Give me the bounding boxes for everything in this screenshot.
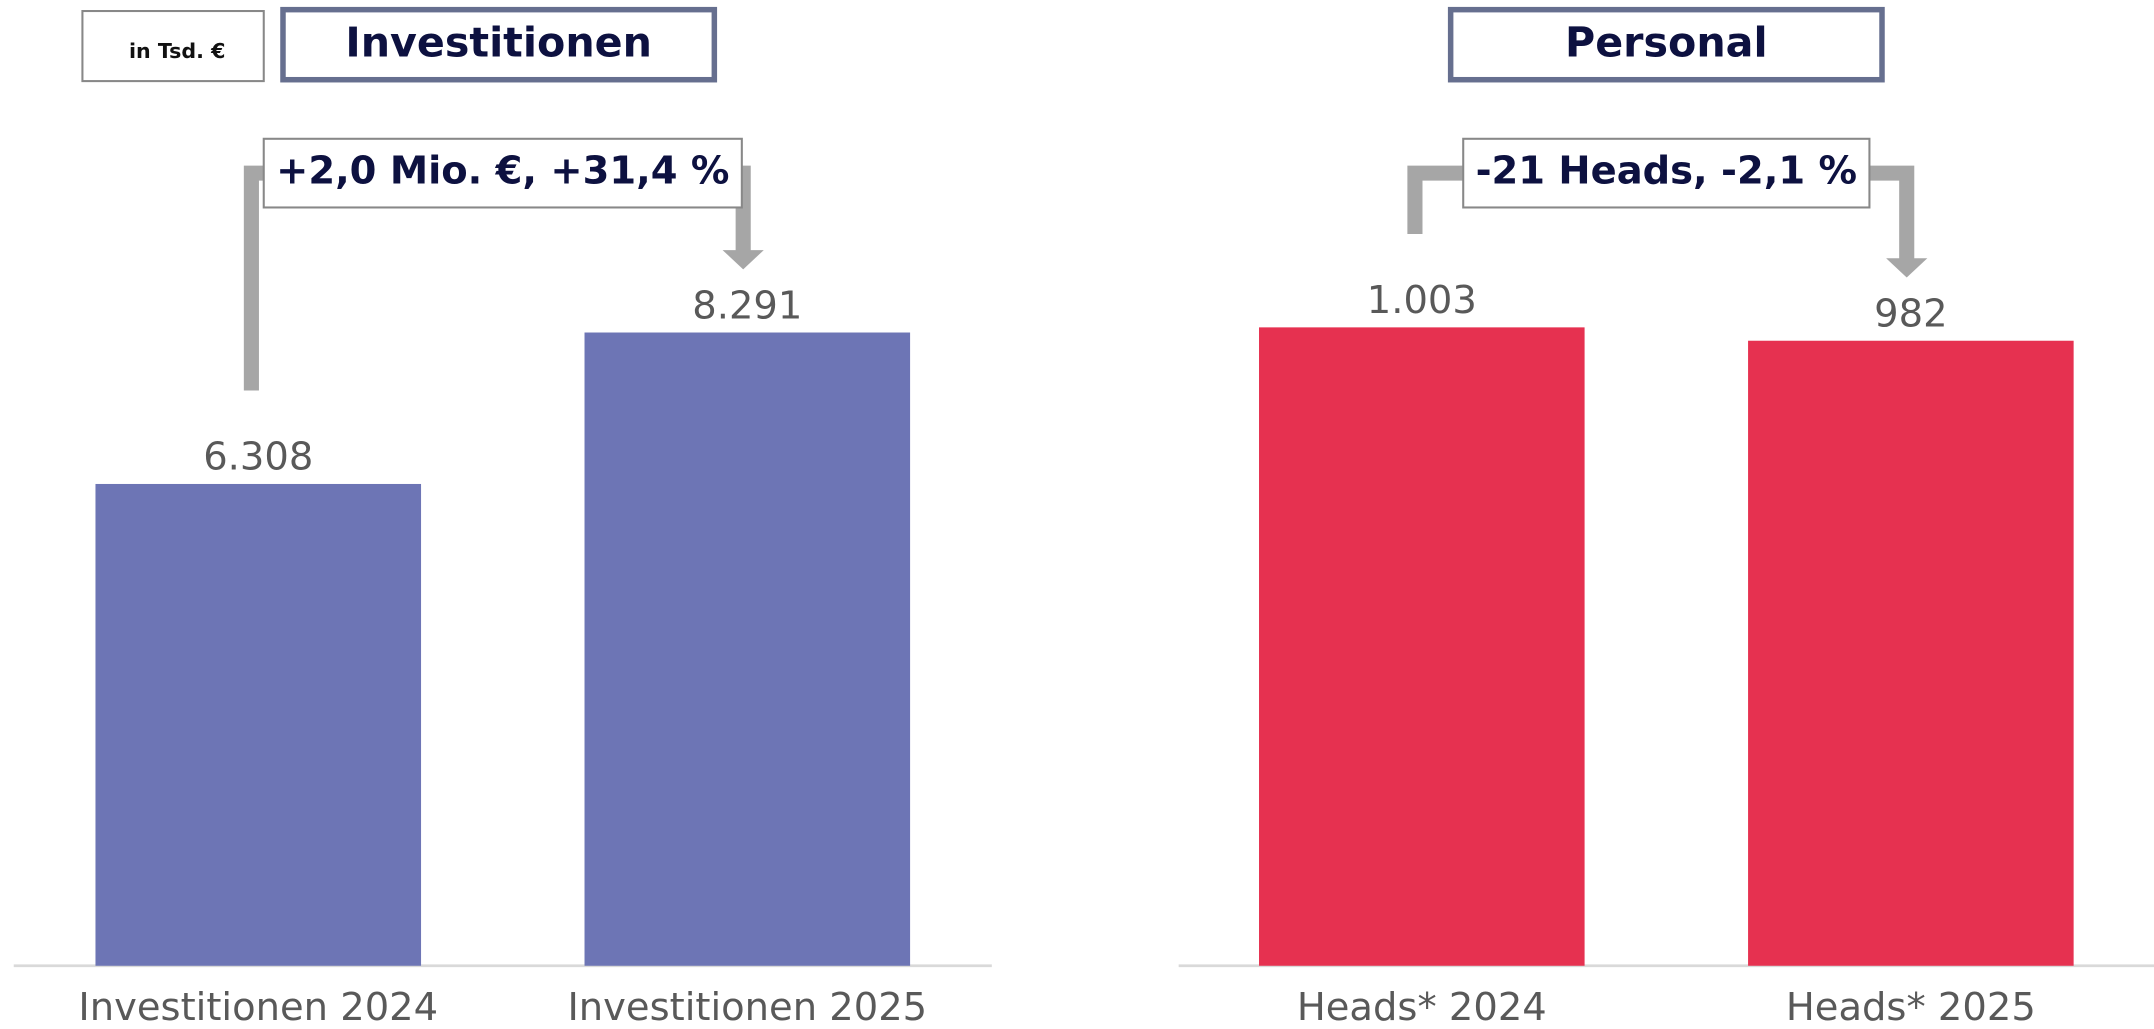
chart-title: Personal (1565, 18, 1768, 66)
bar (1259, 327, 1585, 966)
x-tick-label: Investitionen 2024 (78, 985, 438, 1029)
change-arrow (1869, 165, 1915, 262)
x-tick-label: Heads* 2025 (1786, 985, 2036, 1029)
x-tick-label: Heads* 2024 (1297, 985, 1547, 1029)
bar (95, 483, 422, 966)
bar (584, 332, 911, 966)
change-arrow (1407, 165, 1464, 234)
value-label: 982 (1874, 292, 1947, 337)
bar (1748, 340, 2074, 966)
arrow-head (722, 250, 764, 270)
annotation: +2,0 Mio. €, +31,4 % (276, 149, 729, 194)
title-box (280, 6, 718, 83)
change-arrow (243, 165, 264, 391)
annotation-box (262, 137, 743, 209)
unit-label: in Tsd. € (129, 39, 226, 63)
annotation-box (1462, 137, 1871, 209)
x-tick-label: Investitionen 2025 (567, 985, 927, 1029)
value-label: 6.308 (203, 435, 313, 480)
title-box (1447, 6, 1885, 83)
value-label: 8.291 (692, 283, 802, 328)
arrow-head (1886, 258, 1928, 278)
value-label: 1.003 (1367, 278, 1477, 323)
unit-box (81, 9, 265, 83)
annotation: -21 Heads, -2,1 % (1476, 149, 1857, 194)
chart-title: Investitionen (345, 18, 652, 66)
